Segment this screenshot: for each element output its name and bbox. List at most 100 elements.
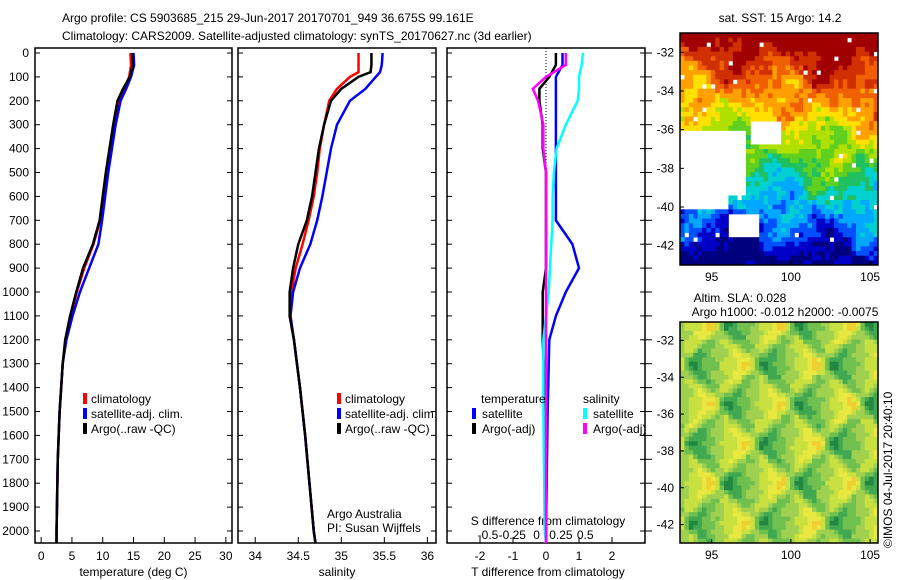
- sla-cell: [816, 326, 822, 332]
- sla-cell: [732, 423, 738, 429]
- sst-cell: [702, 65, 707, 71]
- sla-cell: [693, 339, 698, 345]
- sla-cell: [860, 406, 866, 411]
- sla-cell: [785, 322, 791, 327]
- sst-cell: [741, 246, 747, 252]
- sla-cell: [680, 445, 685, 451]
- sla-cell: [860, 476, 866, 482]
- sst-cell: [772, 181, 778, 187]
- sla-cell: [781, 357, 786, 363]
- sst-cell: [754, 153, 760, 159]
- sst-cell: [847, 135, 852, 141]
- sst-cell: [860, 93, 866, 99]
- sla-cell: [759, 410, 764, 416]
- sla-cell: [724, 503, 729, 509]
- sst-cell: [688, 214, 694, 220]
- sla-cell: [772, 454, 778, 460]
- sla-cell: [759, 525, 764, 531]
- sst-cell: [759, 37, 764, 43]
- sla-cell: [719, 463, 725, 469]
- sla-cell: [737, 428, 742, 433]
- sla-cell: [724, 476, 729, 482]
- sst-cell: [838, 158, 844, 164]
- sst-cell: [798, 237, 804, 243]
- sst-cell: [781, 102, 786, 108]
- sla-cell: [710, 445, 716, 451]
- sla-cell: [820, 322, 826, 327]
- sst-cell: [693, 79, 698, 85]
- sst-cell: [807, 167, 813, 173]
- sla-cell: [763, 432, 769, 438]
- sla-cell: [754, 520, 760, 526]
- sst-cell: [763, 158, 769, 164]
- sla-cell: [680, 507, 685, 513]
- sla-cell: [754, 538, 760, 544]
- sla-cell: [715, 397, 720, 402]
- sst-cell: [873, 200, 879, 206]
- sla-cell: [719, 432, 725, 438]
- sla-cell: [702, 481, 707, 486]
- sst-cell: [869, 135, 874, 141]
- profile-climatology: [55, 52, 133, 543]
- sla-cell: [710, 512, 716, 517]
- sst-cell: [851, 209, 857, 215]
- sla-cell: [794, 445, 800, 451]
- sst-cell: [798, 172, 804, 178]
- sst-cell: [728, 241, 734, 247]
- sla-cell: [873, 388, 879, 394]
- sst-cell: [869, 232, 874, 238]
- sla-cell: [702, 419, 707, 425]
- sst-cell: [768, 204, 773, 210]
- sla-cell: [864, 490, 870, 495]
- sst-cell: [873, 60, 879, 66]
- sla-cell: [706, 414, 712, 420]
- sla-cell: [785, 326, 791, 332]
- sst-cell: [759, 56, 764, 62]
- sst-cell: [697, 84, 703, 90]
- sla-cell: [772, 401, 778, 407]
- sst-cell: [715, 237, 720, 243]
- sla-cell: [838, 538, 844, 544]
- sla-cell: [693, 406, 698, 411]
- sst-cell: [873, 241, 879, 247]
- sla-cell: [847, 476, 852, 482]
- sst-cell: [851, 223, 857, 229]
- sla-cell: [847, 352, 852, 358]
- sla-cell: [834, 507, 839, 513]
- sla-cell: [781, 375, 786, 380]
- sst-cell: [842, 33, 848, 39]
- sst-cell: [847, 56, 852, 62]
- sst-cell: [794, 214, 800, 220]
- sst-cell: [706, 88, 712, 94]
- sla-cell: [851, 529, 857, 535]
- sla-cell: [772, 503, 778, 509]
- sst-cell: [856, 241, 861, 247]
- sla-cell: [710, 472, 716, 478]
- sla-cell: [869, 463, 874, 469]
- sla-cell: [790, 406, 795, 411]
- sla-cell: [772, 370, 778, 376]
- sla-cell: [785, 490, 791, 495]
- sla-cell: [785, 423, 791, 429]
- sla-cell: [728, 476, 734, 482]
- sst-cell: [702, 111, 707, 117]
- sst-cell: [834, 209, 839, 215]
- x-tick-label: 30: [219, 549, 233, 563]
- sla-cell: [803, 476, 808, 482]
- sla-cell: [776, 445, 782, 451]
- sla-cell: [688, 322, 694, 327]
- sla-cell: [807, 529, 813, 535]
- sst-cell: [702, 93, 707, 99]
- sla-cell: [816, 512, 822, 517]
- sst-cell: [737, 116, 742, 122]
- sla-cell: [816, 379, 822, 385]
- sla-cell: [728, 467, 734, 473]
- sst-cell: [829, 93, 835, 99]
- sla-cell: [776, 335, 782, 341]
- sst-cell: [763, 107, 769, 113]
- sst-cell: [873, 246, 879, 252]
- sla-cell: [728, 529, 734, 535]
- sla-cell: [768, 494, 773, 500]
- sst-cell: [798, 260, 804, 266]
- sst-cell: [724, 246, 729, 252]
